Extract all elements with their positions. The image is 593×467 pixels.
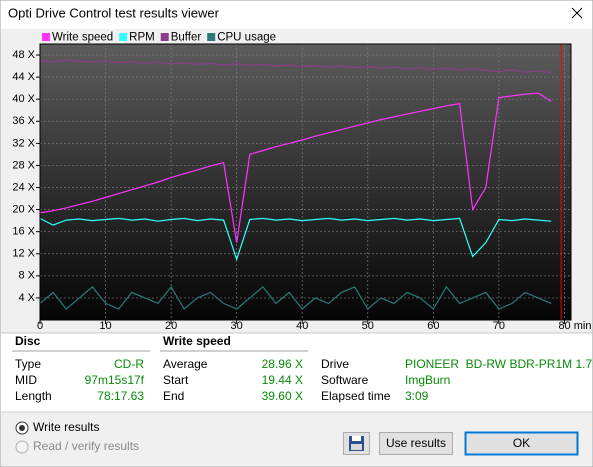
- info-value: 19.44 X: [262, 373, 303, 387]
- info-value: PIONEER BD-RW BDR-PR1M 1.75: [405, 357, 593, 371]
- legend-swatch: [160, 33, 169, 41]
- legend-label: Buffer: [171, 32, 202, 44]
- legend-swatch: [42, 33, 50, 41]
- info-label: Drive: [321, 357, 349, 371]
- x-tick-label: 20: [165, 320, 177, 332]
- y-tick-label: 36 X: [12, 115, 35, 127]
- info-value: 28.96 X: [262, 357, 303, 371]
- section-header: Write speed: [163, 334, 231, 348]
- info-label: Elapsed time: [321, 389, 391, 403]
- x-tick-label: 10: [99, 320, 111, 332]
- y-tick-label: 12 X: [12, 248, 35, 260]
- info-table: Type CD-R MID 97m15s17f Length 78:17.63 Averag…: [15, 357, 593, 403]
- ok-button[interactable]: OK: [464, 431, 579, 456]
- x-tick-label: 80 min: [558, 320, 591, 332]
- x-tick-label: 0: [37, 320, 43, 332]
- info-label: MID: [15, 373, 37, 387]
- y-tick-label: 32 X: [12, 137, 35, 149]
- section-header: Disc: [15, 334, 41, 348]
- plot-area: [40, 44, 571, 320]
- y-tick-label: 4 X: [18, 292, 35, 304]
- info-label: Type: [15, 357, 41, 371]
- legend-label: Write speed: [52, 32, 113, 44]
- info-label: Start: [163, 373, 189, 387]
- info-value: 97m15s17f: [85, 373, 145, 387]
- y-tick-label: 16 X: [12, 226, 35, 238]
- series-line: [39, 92, 552, 243]
- chart: 4 X 8 X 12 X 16 X 20 X 24 X 28 X 32 X 36 X 40 X 44…: [12, 32, 591, 332]
- y-tick-label: 20 X: [12, 204, 35, 216]
- y-tick-label: 24 X: [12, 181, 35, 193]
- info-value: ImgBurn: [405, 373, 450, 387]
- radio-label: Write results: [33, 420, 99, 434]
- info-label: End: [163, 389, 184, 403]
- legend-label: CPU usage: [217, 32, 276, 44]
- legend-label: RPM: [129, 32, 155, 44]
- info-value: 78:17.63: [97, 389, 144, 403]
- series-line: [39, 217, 552, 262]
- window-title: Opti Drive Control test results viewer: [8, 5, 220, 20]
- legend-swatch: [207, 33, 216, 41]
- button-label: OK: [513, 436, 530, 450]
- legend-swatch: [119, 33, 128, 41]
- button-label: Use results: [386, 436, 446, 450]
- radio-label: Read / verify results: [33, 439, 139, 453]
- info-label: Average: [163, 357, 208, 371]
- series-line: [39, 59, 552, 74]
- close-button[interactable]: [571, 7, 583, 19]
- x-tick-label: 70: [493, 320, 505, 332]
- y-tick-label: 28 X: [12, 159, 35, 171]
- x-tick-label: 60: [427, 320, 439, 332]
- radio-write[interactable]: Write results: [15, 420, 99, 435]
- save-button[interactable]: [343, 432, 370, 455]
- use-results-button[interactable]: Use results: [379, 432, 453, 455]
- info-value: CD-R: [114, 357, 144, 371]
- info-value: 39.60 X: [262, 389, 303, 403]
- x-tick-label: 40: [296, 320, 308, 332]
- radio-read: Read / verify results: [15, 439, 139, 454]
- x-tick-label: 30: [231, 320, 243, 332]
- series-line: [39, 285, 552, 310]
- info-label: Software: [321, 373, 369, 387]
- y-tick-label: 44 X: [12, 71, 35, 83]
- y-tick-label: 48 X: [12, 49, 35, 61]
- x-tick-label: 50: [362, 320, 374, 332]
- plot-border: [39, 43, 572, 321]
- y-tick-label: 8 X: [18, 270, 35, 282]
- info-value: 3:09: [405, 389, 429, 403]
- y-tick-label: 40 X: [12, 93, 35, 105]
- info-label: Length: [15, 389, 52, 403]
